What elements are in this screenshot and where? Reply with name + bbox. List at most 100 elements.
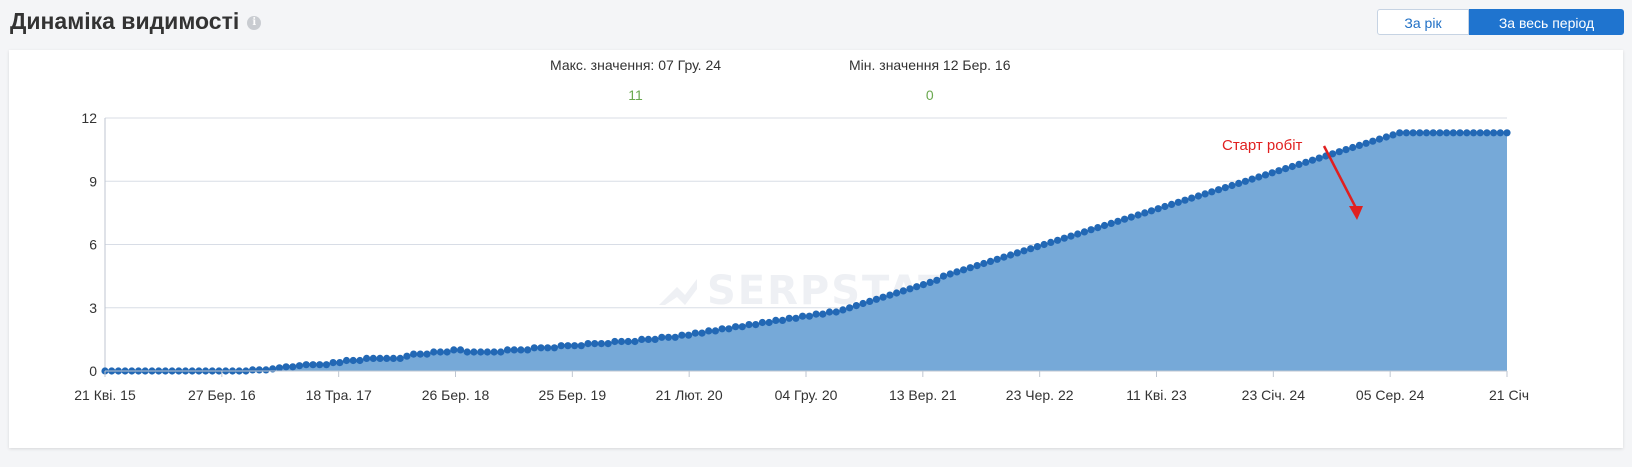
data-point bbox=[302, 361, 310, 369]
data-point bbox=[1409, 129, 1417, 137]
year-button[interactable]: За рік bbox=[1377, 9, 1469, 35]
data-point bbox=[725, 325, 733, 333]
data-point bbox=[1107, 219, 1115, 227]
x-tick-label: 04 Гру. 20 bbox=[775, 387, 838, 403]
data-point bbox=[477, 348, 485, 356]
data-point bbox=[1114, 217, 1122, 225]
data-point bbox=[1248, 175, 1256, 183]
data-point bbox=[718, 325, 726, 333]
title-text: Динаміка видимості bbox=[10, 8, 240, 34]
series-area bbox=[105, 132, 1507, 371]
data-point bbox=[1241, 177, 1249, 185]
data-point bbox=[530, 344, 538, 352]
data-point bbox=[1342, 146, 1350, 154]
data-point bbox=[1335, 148, 1343, 156]
x-tick-label: 27 Бер. 16 bbox=[188, 387, 256, 403]
data-point bbox=[1027, 245, 1035, 253]
annotation-arrow-line bbox=[1322, 145, 1359, 211]
data-point bbox=[564, 342, 572, 350]
x-tick-label: 13 Вер. 21 bbox=[889, 387, 957, 403]
data-point bbox=[1302, 158, 1310, 166]
annotation-arrow-head bbox=[1349, 206, 1363, 220]
data-point bbox=[1402, 129, 1410, 137]
data-point bbox=[483, 348, 491, 356]
data-point bbox=[383, 354, 391, 362]
x-tick-label: 18 Тра. 17 bbox=[306, 387, 372, 403]
data-point bbox=[617, 337, 626, 346]
data-point bbox=[893, 289, 901, 297]
data-point bbox=[1040, 240, 1048, 249]
max-value: 11 bbox=[628, 87, 643, 103]
data-point bbox=[1094, 224, 1102, 232]
data-point bbox=[1054, 236, 1062, 244]
data-point bbox=[1127, 213, 1135, 221]
data-point bbox=[497, 348, 505, 356]
data-point bbox=[403, 352, 411, 360]
data-point bbox=[1033, 243, 1041, 251]
data-point bbox=[678, 331, 686, 339]
chart-card: Макс. значення: 07 Гру. 24 11 Мін. значе… bbox=[9, 50, 1623, 448]
data-point bbox=[1476, 129, 1484, 137]
data-point bbox=[1215, 186, 1223, 194]
data-point bbox=[1295, 160, 1303, 168]
data-point bbox=[1308, 156, 1317, 164]
data-point bbox=[799, 312, 807, 320]
data-point bbox=[1449, 129, 1457, 137]
data-point bbox=[1496, 129, 1504, 137]
data-point bbox=[369, 354, 377, 362]
x-tick-label: 23 Січ. 24 bbox=[1242, 387, 1306, 403]
data-point bbox=[537, 344, 545, 352]
data-point bbox=[1221, 184, 1229, 192]
data-point bbox=[1268, 169, 1276, 177]
data-point bbox=[376, 354, 384, 362]
data-point bbox=[926, 278, 934, 286]
y-tick-label: 12 bbox=[81, 110, 97, 126]
data-point bbox=[886, 291, 894, 299]
data-point bbox=[410, 350, 418, 358]
data-point bbox=[470, 348, 478, 356]
data-point bbox=[356, 356, 364, 365]
data-point bbox=[1080, 228, 1088, 236]
data-point bbox=[423, 350, 431, 358]
data-point bbox=[986, 257, 995, 265]
data-point bbox=[604, 340, 612, 348]
data-point bbox=[638, 335, 646, 343]
data-point bbox=[1429, 129, 1437, 137]
data-point bbox=[275, 364, 283, 372]
data-point bbox=[1087, 226, 1095, 234]
all-period-button[interactable]: За весь період bbox=[1469, 9, 1624, 35]
data-point bbox=[416, 350, 424, 358]
data-point bbox=[651, 335, 659, 343]
data-point bbox=[550, 344, 559, 352]
data-point bbox=[430, 348, 438, 356]
data-point bbox=[1275, 167, 1283, 175]
data-point bbox=[658, 333, 666, 341]
data-point bbox=[1020, 247, 1028, 255]
data-point bbox=[631, 337, 639, 346]
y-tick-label: 3 bbox=[89, 300, 97, 316]
data-point bbox=[1329, 150, 1337, 158]
x-tick-label: 11 Кві. 23 bbox=[1126, 387, 1187, 403]
data-point bbox=[671, 333, 679, 341]
data-point bbox=[1396, 129, 1404, 137]
data-point bbox=[510, 346, 518, 354]
data-point bbox=[752, 321, 760, 329]
data-point bbox=[913, 283, 921, 291]
data-point bbox=[1422, 129, 1431, 137]
data-point bbox=[939, 272, 948, 280]
data-point bbox=[342, 356, 351, 365]
data-point bbox=[805, 312, 814, 320]
data-point bbox=[839, 306, 847, 314]
data-point bbox=[1483, 129, 1491, 137]
data-point bbox=[1235, 179, 1243, 187]
data-point bbox=[557, 342, 565, 350]
data-point bbox=[1255, 173, 1263, 181]
data-point bbox=[866, 297, 874, 305]
y-tick-label: 9 bbox=[89, 173, 97, 189]
data-point bbox=[544, 344, 552, 352]
data-point bbox=[289, 363, 297, 371]
data-point bbox=[1100, 221, 1109, 230]
data-point bbox=[1369, 137, 1377, 145]
data-point bbox=[711, 327, 720, 335]
info-icon[interactable]: i bbox=[247, 16, 262, 30]
